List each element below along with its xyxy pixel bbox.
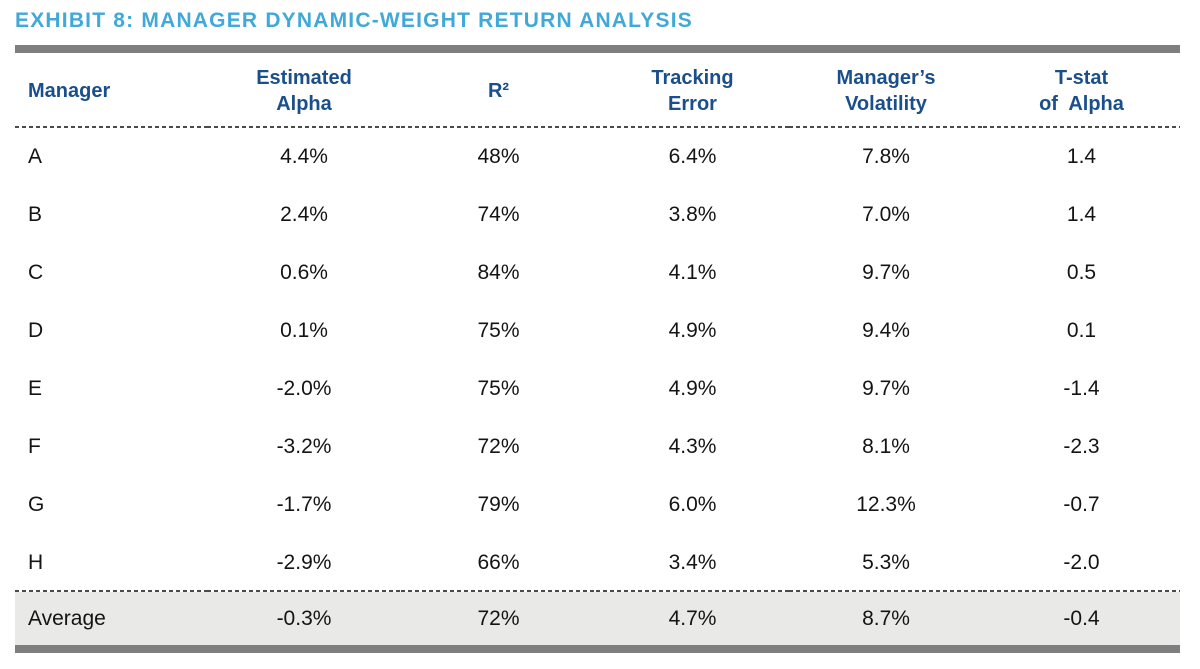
- cell-r-squared: 72%: [401, 592, 596, 645]
- cell-manager: Average: [15, 592, 207, 645]
- cell-manager: H: [15, 534, 207, 592]
- cell-managers-volatility: 9.7%: [862, 377, 910, 400]
- table-row-e: E -2.0% 75% 4.9% 9.7% -1.4: [15, 360, 1180, 418]
- cell-manager: B: [28, 203, 43, 226]
- cell-t-stat: -0.4: [983, 592, 1180, 645]
- cell-tracking-error: 3.8%: [668, 203, 717, 226]
- column-header-r-squared: R²: [401, 53, 596, 128]
- table-row-a: A 4.4% 48% 6.4% 7.8% 1.4: [15, 128, 1180, 186]
- cell-r-squared: 66%: [401, 534, 596, 592]
- table-row-h: H -2.9% 66% 3.4% 5.3% -2.0: [15, 534, 1180, 592]
- column-header-managers-volatility: Manager’s Volatility: [789, 53, 983, 128]
- cell-estimated-alpha: -2.9%: [207, 534, 401, 592]
- cell-tracking-error: 4.1%: [668, 261, 717, 284]
- cell-t-stat: 1.4: [1066, 203, 1097, 226]
- cell-managers-volatility: 5.3%: [789, 534, 983, 592]
- exhibit-content: EXHIBIT 8: MANAGER DYNAMIC-WEIGHT RETURN…: [15, 8, 1180, 653]
- cell-t-stat: 0.5: [1066, 261, 1097, 284]
- cell-managers-volatility: 7.0%: [862, 203, 910, 226]
- cell-estimated-alpha: 0.6%: [280, 261, 328, 284]
- cell-manager: E: [28, 377, 43, 400]
- cell-t-stat: -0.7: [1063, 493, 1100, 516]
- cell-tracking-error: 4.9%: [668, 377, 717, 400]
- cell-manager: G: [28, 493, 45, 516]
- cell-t-stat: 1.4: [1066, 145, 1097, 168]
- cell-t-stat: -2.3: [1063, 435, 1100, 458]
- cell-tracking-error: 4.7%: [596, 592, 789, 645]
- cell-r-squared: 75%: [477, 377, 520, 400]
- cell-r-squared: 74%: [477, 203, 520, 226]
- table-row-c: C 0.6% 84% 4.1% 9.7% 0.5: [15, 244, 1180, 302]
- column-header-manager: Manager: [15, 53, 207, 128]
- bottom-rule-bar: [15, 645, 1180, 653]
- cell-managers-volatility: 9.7%: [862, 261, 910, 284]
- cell-manager: D: [28, 319, 44, 342]
- cell-r-squared: 84%: [477, 261, 520, 284]
- cell-estimated-alpha: -3.2%: [276, 435, 332, 458]
- cell-manager: A: [28, 145, 43, 168]
- cell-managers-volatility: 12.3%: [856, 493, 916, 516]
- cell-managers-volatility: 7.8%: [862, 145, 910, 168]
- cell-tracking-error: 3.4%: [596, 534, 789, 592]
- column-header-t-stat-of-alpha: T-stat of Alpha: [983, 53, 1180, 128]
- cell-t-stat: -2.0: [983, 534, 1180, 592]
- table-row-b: B 2.4% 74% 3.8% 7.0% 1.4: [15, 186, 1180, 244]
- cell-estimated-alpha: 4.4%: [280, 145, 328, 168]
- cell-manager: C: [28, 261, 44, 284]
- cell-r-squared: 72%: [477, 435, 520, 458]
- cell-tracking-error: 6.0%: [668, 493, 717, 516]
- cell-t-stat: 0.1: [1066, 319, 1097, 342]
- cell-estimated-alpha: 2.4%: [280, 203, 328, 226]
- cell-r-squared: 75%: [477, 319, 520, 342]
- header-row: Manager Estimated Alpha R² Tracking Erro…: [15, 53, 1180, 128]
- exhibit-title: EXHIBIT 8: MANAGER DYNAMIC-WEIGHT RETURN…: [15, 9, 693, 32]
- cell-estimated-alpha: -2.0%: [276, 377, 332, 400]
- table-row-d: D 0.1% 75% 4.9% 9.4% 0.1: [15, 302, 1180, 360]
- table-row-g: G -1.7% 79% 6.0% 12.3% -0.7: [15, 476, 1180, 534]
- cell-estimated-alpha: -0.3%: [207, 592, 401, 645]
- table-row-average: Average -0.3% 72% 4.7% 8.7% -0.4: [15, 592, 1180, 645]
- cell-tracking-error: 6.4%: [668, 145, 717, 168]
- cell-manager: F: [28, 435, 41, 458]
- cell-tracking-error: 4.9%: [668, 319, 717, 342]
- top-rule-bar: [15, 45, 1180, 53]
- cell-r-squared: 79%: [477, 493, 520, 516]
- cell-managers-volatility: 8.7%: [789, 592, 983, 645]
- column-header-tracking-error: Tracking Error: [596, 53, 789, 128]
- cell-t-stat: -1.4: [1063, 377, 1100, 400]
- cell-tracking-error: 4.3%: [668, 435, 717, 458]
- cell-managers-volatility: 8.1%: [862, 435, 910, 458]
- cell-estimated-alpha: -1.7%: [276, 493, 332, 516]
- cell-r-squared: 48%: [477, 145, 520, 168]
- cell-managers-volatility: 9.4%: [862, 319, 910, 342]
- manager-analysis-table: Manager Estimated Alpha R² Tracking Erro…: [15, 53, 1180, 645]
- table-row-f: F -3.2% 72% 4.3% 8.1% -2.3: [15, 418, 1180, 476]
- column-header-estimated-alpha: Estimated Alpha: [207, 53, 401, 128]
- cell-estimated-alpha: 0.1%: [280, 319, 328, 342]
